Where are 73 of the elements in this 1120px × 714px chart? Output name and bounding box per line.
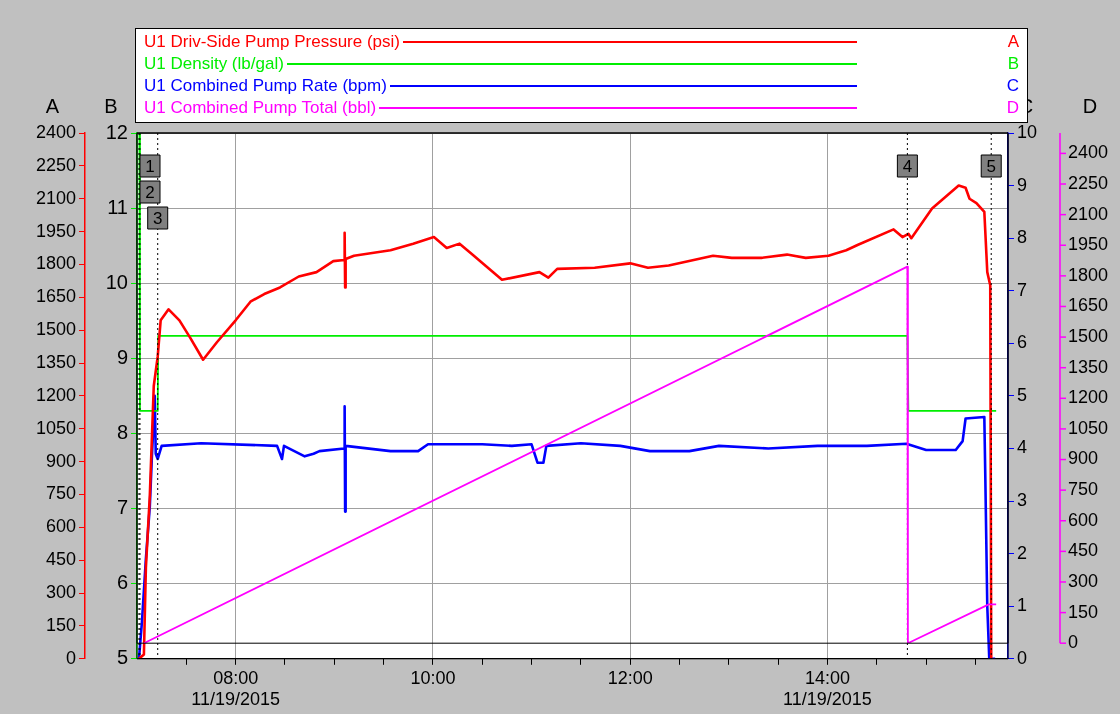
y-tick-label: 2400 (35, 121, 76, 142)
y2-tick-label: 11 (107, 195, 128, 218)
y-tick-label: 300 (45, 582, 76, 603)
y-tick-label: 1050 (1068, 417, 1109, 438)
y3-tick-label: 2 (1017, 542, 1028, 563)
y-tick-label: 1500 (35, 319, 76, 340)
x-tick-label: 08:00 11/19/2015 (191, 667, 281, 710)
y-tick-label: 2100 (1068, 203, 1109, 224)
x-tick-label: 14:00 11/19/2015 (783, 667, 872, 710)
text: B (1007, 54, 1019, 73)
y-tick-label: 750 (45, 483, 76, 504)
y-tick-label: 1950 (35, 220, 76, 241)
text: A (1007, 32, 1019, 51)
y2-axis-title: B (104, 95, 118, 117)
y-tick-label: 1650 (35, 286, 76, 307)
text: U1 Combined Pump Rate (bpm) (144, 76, 387, 96)
text: U1 Density (lb/gal) (144, 54, 284, 74)
text: C (1006, 76, 1019, 95)
y3-tick-label: 10 (1017, 121, 1038, 142)
y-tick-label: 600 (45, 516, 76, 537)
y3-tick-label: 7 (1017, 279, 1028, 300)
y3-tick-label: 9 (1017, 174, 1028, 195)
x-tick-label: 12:00 (607, 667, 653, 688)
y2-tick-label: 10 (105, 270, 128, 293)
y-tick-label: 450 (1068, 540, 1099, 561)
text: U1 Driv-Side Pump Pressure (psi) (144, 32, 401, 52)
y-tick-label: 1500 (1068, 326, 1109, 347)
y-tick-label: 150 (1068, 601, 1099, 622)
y3-tick-label: 8 (1017, 227, 1028, 248)
y-tick-label: 1350 (35, 352, 76, 373)
y-tick-label: 0 (1068, 632, 1079, 653)
y-axis-title: D (1006, 98, 1019, 118)
y2-tick-label: 9 (116, 345, 128, 368)
y-tick-label: 450 (45, 549, 76, 570)
y-tick-label: 900 (1068, 448, 1099, 469)
y-tick-label: 2400 (1068, 142, 1109, 163)
annotation: 2 (145, 182, 155, 202)
y2-tick-label: 7 (116, 496, 128, 519)
y-tick-label: 300 (1068, 570, 1099, 591)
y2-tick-label: 6 (116, 571, 128, 594)
y-tick-label: 1350 (1068, 356, 1109, 377)
y-tick-label: 1800 (35, 253, 76, 274)
y3-tick-label: 0 (1017, 647, 1028, 668)
y-tick-label: 0 (65, 647, 76, 668)
y-tick-label: 600 (1068, 509, 1099, 530)
y-tick-label: 1800 (1068, 264, 1109, 285)
y3-tick-label: 4 (1017, 437, 1028, 458)
annotation: 3 (152, 208, 163, 228)
y3-tick-label: 5 (1017, 384, 1028, 405)
y-tick-label: 1050 (35, 417, 76, 438)
annotation: 5 (986, 156, 996, 176)
y-tick-label: 900 (45, 450, 76, 471)
y3-tick-label: 1 (1017, 595, 1028, 616)
y-tick-label: 1950 (1068, 234, 1109, 255)
y-tick-label: 2250 (1068, 172, 1109, 193)
y3-tick-label: 3 (1017, 490, 1028, 511)
y-axis-title: A (45, 95, 60, 117)
y-tick-label: 2100 (35, 187, 76, 208)
annotation: 4 (902, 156, 913, 176)
y-tick-label: 750 (1068, 479, 1099, 500)
annotation: 1 (145, 156, 155, 176)
y2-tick-label: 8 (116, 420, 128, 443)
x-tick-label: 10:00 (410, 667, 456, 688)
text: U1 Combined Pump Total (bbl) (144, 98, 377, 118)
y-tick-label: 2250 (35, 154, 76, 175)
y-tick-label: 150 (45, 614, 76, 635)
text: D (1082, 95, 1098, 117)
y-tick-label: 1200 (35, 384, 76, 405)
y-tick-label: 1200 (1068, 387, 1109, 408)
y3-tick-label: 6 (1017, 332, 1028, 353)
y-tick-label: 1650 (1068, 295, 1109, 316)
y2-tick-label: 5 (116, 646, 128, 669)
y2-tick-label: 12 (105, 120, 128, 143)
